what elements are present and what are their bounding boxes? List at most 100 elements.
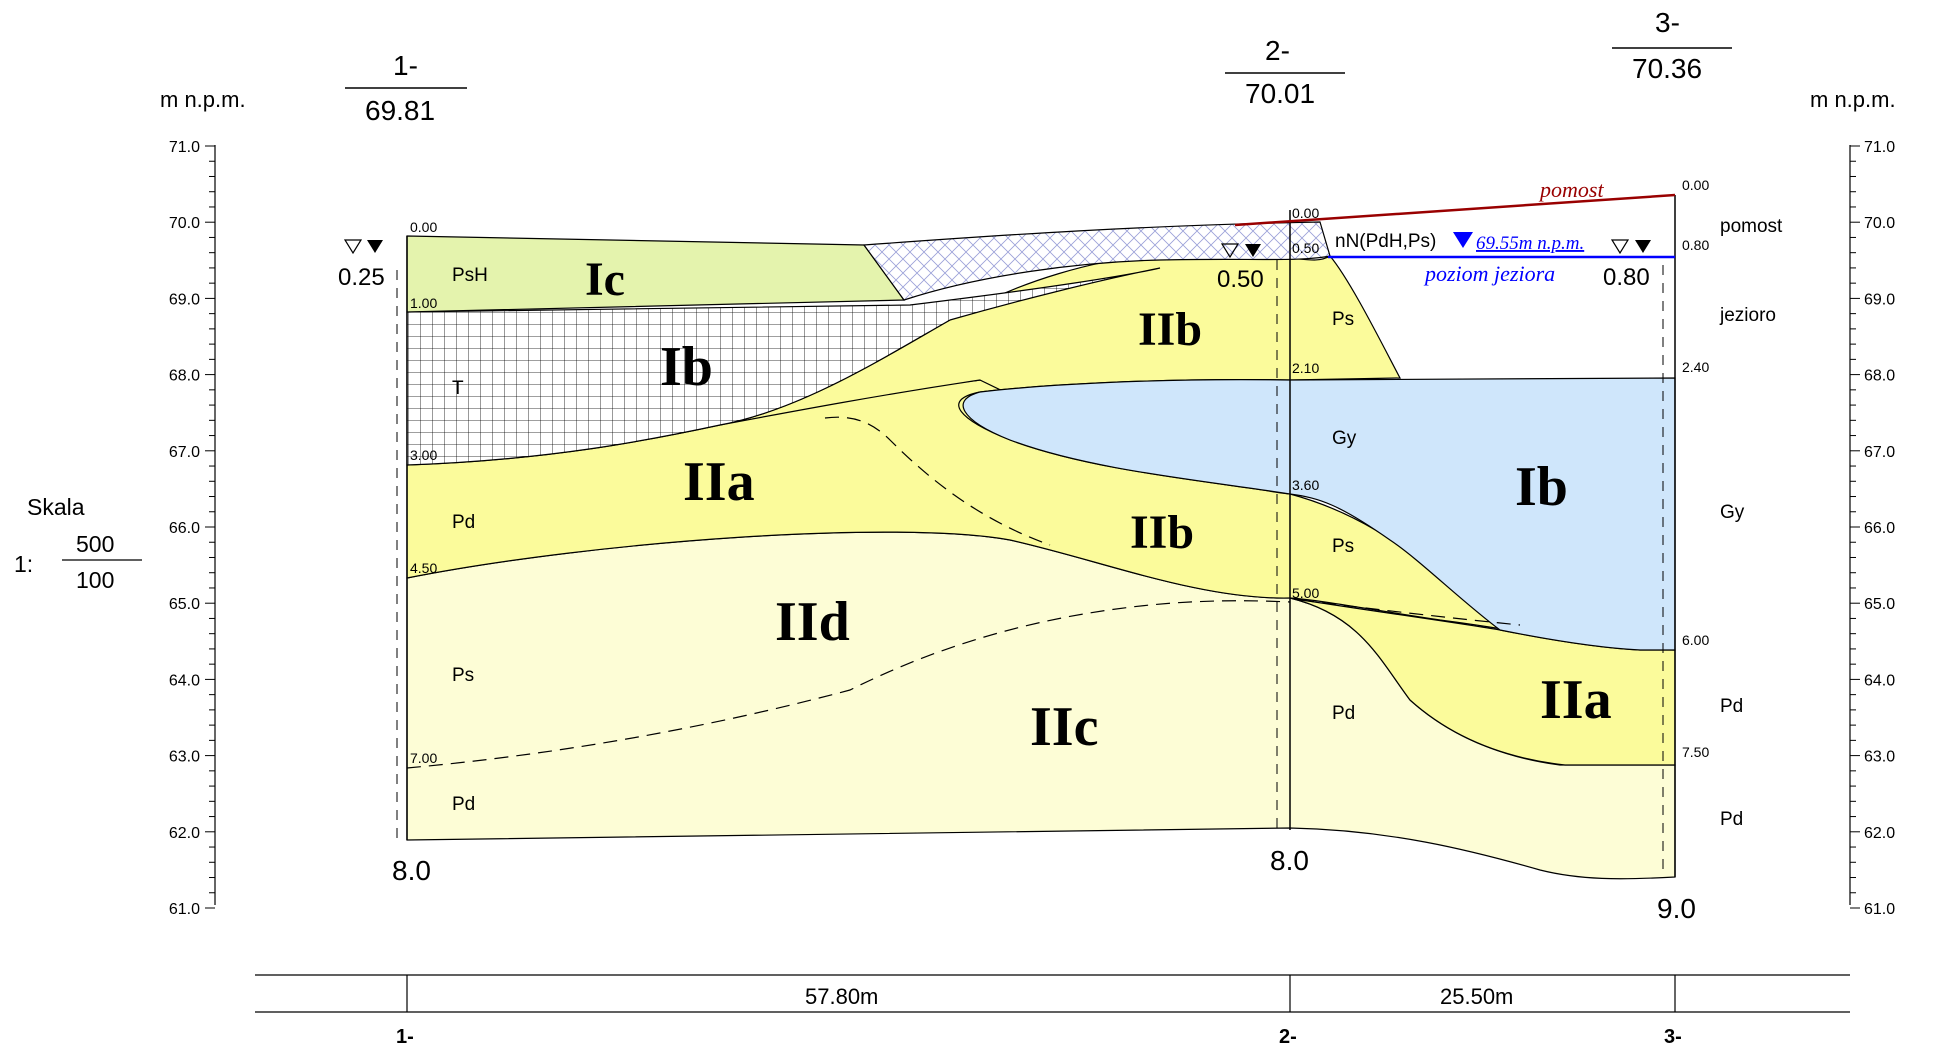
axis-tick-label: 71.0: [169, 139, 200, 156]
bh1-depth-mark: 7.00: [410, 750, 437, 766]
layer-Ib-left-fill: [406, 267, 1161, 466]
water-level-value: 69.55m n.p.m.: [1476, 233, 1584, 254]
axis-tick-label: 71.0: [1864, 139, 1895, 156]
scale-prefix: 1:: [14, 551, 33, 577]
water-symbol-3-filled: [1635, 240, 1651, 253]
pomost-label: pomost: [1538, 177, 1604, 202]
bh1-depth-mark: 1.00: [410, 295, 437, 311]
soil-symbol: Pd: [1332, 703, 1355, 724]
soil-symbol: Pd: [1720, 696, 1743, 717]
axis-tick-label: 62.0: [1864, 825, 1895, 842]
scale-label: Skala: [27, 494, 85, 520]
bh3-water-depth: 0.80: [1603, 264, 1650, 291]
layer-label-IIb: IIb: [1138, 303, 1202, 356]
layer-label-IIa: IIa: [1540, 669, 1612, 731]
bottom-borehole-label: 3-: [1664, 1026, 1682, 1048]
soil-symbol: Gy: [1720, 502, 1745, 523]
boundary-IIc-IId: [406, 600, 1291, 769]
bh3-total-depth: 9.0: [1657, 893, 1696, 924]
axis-tick-label: 70.0: [1864, 215, 1895, 232]
axis-tick-label: 67.0: [169, 444, 200, 461]
bh2-depth-mark: 3.60: [1292, 477, 1319, 493]
water-symbol-3-open: [1610, 239, 1630, 255]
bottom-borehole-label: 1-: [396, 1026, 414, 1048]
left-axis: 71.0 70.0 69.0 68.0 67.0 66.0 65.0 64.0 63.0 62.0…: [169, 139, 216, 918]
bh1-depth-mark: 0.00: [410, 219, 437, 235]
layer-label-Ic: Ic: [585, 253, 625, 306]
bh2-total-depth: 8.0: [1270, 845, 1309, 876]
scale-vertical: 100: [76, 567, 114, 593]
axis-tick-label: 66.0: [1864, 520, 1895, 537]
distance-label: 57.80m: [805, 984, 878, 1009]
lake-level-label: poziom jeziora: [1423, 261, 1555, 286]
fill-zone-hatch: [862, 221, 1331, 301]
bh3-name: 3-: [1655, 7, 1680, 38]
axis-tick-label: 68.0: [1864, 368, 1895, 385]
layer-label-Ib: Ib: [660, 336, 713, 398]
layer-label-IIc: IIc: [1030, 696, 1098, 758]
axis-tick-label: 68.0: [169, 368, 200, 385]
bh2-depth-mark: 2.10: [1292, 360, 1319, 376]
axis-tick-label: 65.0: [169, 596, 200, 613]
water-symbol-2-open: [1220, 243, 1240, 259]
water-symbol-2-filled: [1245, 244, 1261, 257]
axis-tick-label: 63.0: [1864, 749, 1895, 766]
layer-Ib-right-fill: [962, 377, 1676, 651]
distance-label: 25.50m: [1440, 984, 1513, 1009]
soil-symbol: jezioro: [1719, 305, 1776, 326]
water-symbol-1-filled: [367, 240, 383, 253]
bh3-elevation: 70.36: [1632, 53, 1702, 84]
water-symbol-1-open: [343, 239, 363, 255]
axis-tick-label: 61.0: [169, 901, 200, 918]
axis-tick-label: 66.0: [169, 520, 200, 537]
bh3-depth-mark: 6.00: [1682, 632, 1709, 648]
bh2-depth-mark: 0.50: [1292, 240, 1319, 256]
axis-tick-label: 67.0: [1864, 444, 1895, 461]
bh1-depth-mark: 4.50: [410, 560, 437, 576]
soil-symbol: Pd: [452, 512, 475, 533]
layer-label-IIb: IIb: [1130, 506, 1194, 559]
soil-symbol: Ps: [452, 665, 474, 686]
bh1-water-depth: 0.25: [338, 264, 385, 291]
soil-symbol: Ps: [1332, 536, 1354, 557]
axis-tick-label: 70.0: [169, 215, 200, 232]
soil-symbol: Pd: [452, 794, 475, 815]
bh1-total-depth: 8.0: [392, 855, 431, 886]
bottom-borehole-label: 2-: [1279, 1026, 1297, 1048]
axis-tick-label: 64.0: [169, 672, 200, 689]
bh2-depth-mark: 5.00: [1292, 585, 1319, 601]
bh3-depth-mark: 2.40: [1682, 359, 1709, 375]
units-label-right: m n.p.m.: [1810, 87, 1896, 112]
water-level-marker: [1453, 232, 1473, 248]
soil-symbol: pomost: [1720, 216, 1783, 237]
water-level-note: nN(PdH,Ps): [1335, 231, 1436, 252]
units-label-left: m n.p.m.: [160, 87, 246, 112]
right-axis: 71.0 70.0 69.0 68.0 67.0 66.0 65.0 64.0 63.0 62.0…: [1849, 139, 1895, 918]
bh1-name: 1-: [393, 50, 418, 81]
bh2-depth-mark: 0.00: [1292, 205, 1319, 221]
layer-label-Ib: Ib: [1515, 456, 1568, 518]
bh2-elevation: 70.01: [1245, 78, 1315, 109]
boundary-IIb-IIa-right: [1299, 599, 1521, 626]
axis-tick-label: 69.0: [169, 291, 200, 308]
bh3-depth-mark: 0.80: [1682, 237, 1709, 253]
bh2-water-depth: 0.50: [1217, 266, 1264, 293]
bh3-depth-mark: 7.50: [1682, 744, 1709, 760]
layer-label-IId: IId: [775, 591, 850, 653]
bh1-depth-mark: 3.00: [410, 447, 437, 463]
distance-bar: [255, 974, 1850, 1013]
axis-tick-label: 69.0: [1864, 291, 1895, 308]
soil-symbol: Pd: [1720, 809, 1743, 830]
axis-tick-label: 65.0: [1864, 596, 1895, 613]
soil-symbol: Gy: [1332, 428, 1357, 449]
axis-tick-label: 64.0: [1864, 672, 1895, 689]
layer-label-IIa: IIa: [683, 451, 755, 513]
scale-horizontal: 500: [76, 531, 114, 557]
pomost-line: [1234, 193, 1676, 227]
bh1-elevation: 69.81: [365, 95, 435, 126]
axis-tick-label: 63.0: [169, 749, 200, 766]
bh3-depth-mark: 0.00: [1682, 177, 1709, 193]
soil-symbol: PsH: [452, 265, 488, 286]
boundary-IIa-IIb: [824, 416, 1051, 546]
